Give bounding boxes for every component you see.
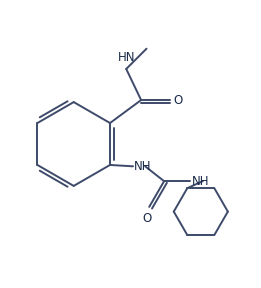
Text: NH: NH xyxy=(134,160,152,173)
Text: HN: HN xyxy=(117,51,135,64)
Text: NH: NH xyxy=(192,175,209,188)
Text: O: O xyxy=(142,212,151,225)
Text: O: O xyxy=(174,94,183,107)
